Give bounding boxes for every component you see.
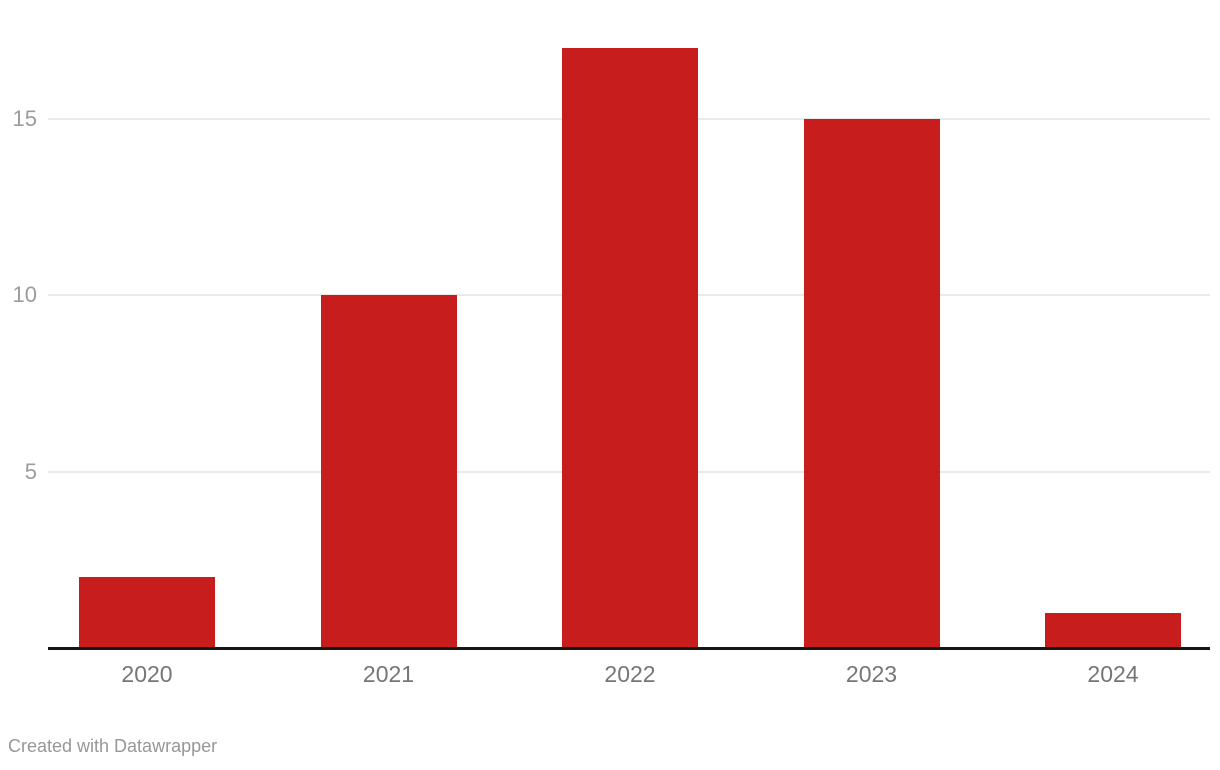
y-tick-label-10: 10: [12, 282, 37, 307]
x-axis-line: [48, 647, 1210, 650]
y-tick-label-5: 5: [24, 458, 37, 484]
bar-2022: [562, 47, 698, 648]
y-tick-label-15: 15: [12, 105, 37, 131]
bar-2020: [79, 577, 215, 648]
x-tick-label-2021: 2021: [362, 661, 415, 687]
x-tick-label-2022: 2022: [604, 661, 656, 687]
datawrapper-attribution-link[interactable]: Created with Datawrapper: [8, 736, 218, 756]
bar-2021: [320, 295, 457, 648]
x-tick-label-2024: 2024: [1087, 661, 1139, 687]
x-tick-label-2020: 2020: [121, 661, 173, 687]
x-tick-label-2023: 2023: [845, 661, 898, 687]
bar-2023: [803, 118, 940, 648]
bar-2024: [1045, 612, 1181, 648]
